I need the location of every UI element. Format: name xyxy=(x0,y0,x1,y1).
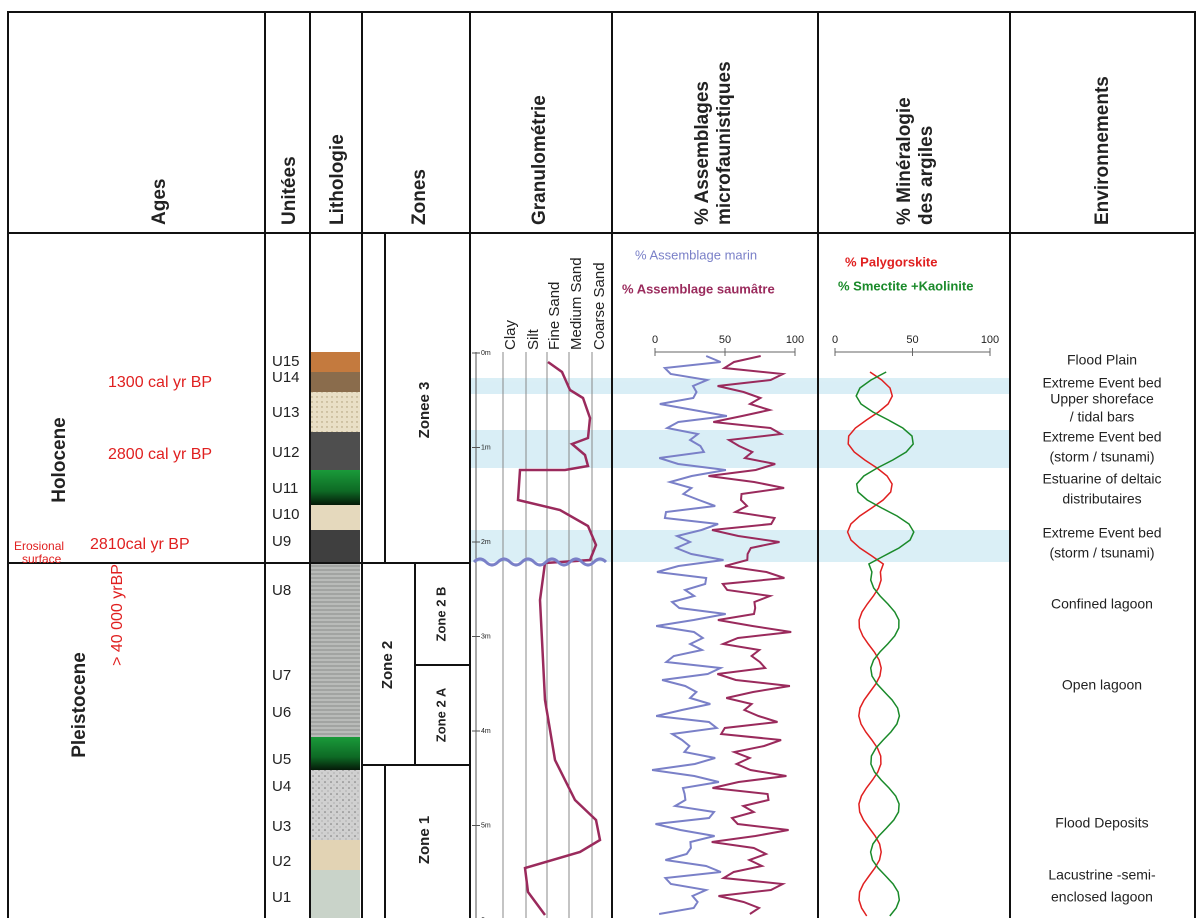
unit-label: U1 xyxy=(272,889,291,906)
zone-label: Zone 2 xyxy=(379,641,396,689)
environment-label: Estuarine of deltaic xyxy=(1042,471,1161,487)
depth-label: 6m xyxy=(481,917,491,918)
environment-label: (storm / tsunami) xyxy=(1049,449,1154,465)
epoch: Holocene xyxy=(49,417,70,503)
zone-label: Zonee 3 xyxy=(416,382,433,439)
depth-label: 0m xyxy=(481,350,491,357)
legend-label: % Assemblage marin xyxy=(635,247,757,262)
lithology xyxy=(310,352,360,918)
class-label: Coarse Sand xyxy=(591,262,608,350)
erosional-label: Erosional xyxy=(14,539,64,553)
axis-tick-label: 50 xyxy=(906,334,918,346)
environment-label: distributaires xyxy=(1062,491,1141,507)
axis-tick-label: 0 xyxy=(832,334,838,346)
epoch: Pleistocene xyxy=(69,652,90,758)
legend-label: % Smectite +Kaolinite xyxy=(838,278,973,293)
depth-label: 5m xyxy=(481,822,491,829)
age-date: 1300 cal yr BP xyxy=(108,374,212,391)
unit-label: U14 xyxy=(272,369,300,386)
class-label: Silt xyxy=(525,328,542,350)
environment-label: Lacustrine -semi- xyxy=(1048,867,1156,883)
unit-label: U12 xyxy=(272,444,300,461)
grain-curve xyxy=(516,360,602,916)
erosional-label: surface xyxy=(22,552,62,566)
depth-label: 3m xyxy=(481,633,491,640)
environment-label: Upper shoreface xyxy=(1050,391,1154,407)
depth-label: 2m xyxy=(481,539,491,546)
environment-label: Confined lagoon xyxy=(1051,596,1153,612)
class-label: Clay xyxy=(502,319,519,350)
header: microfaunistiques xyxy=(714,61,735,225)
unit-label: U7 xyxy=(272,667,291,684)
header: Zones xyxy=(409,169,430,225)
zone-label: Zone 2 A xyxy=(433,687,448,742)
unit-label: U9 xyxy=(272,533,291,550)
axis-tick-label: 50 xyxy=(719,334,731,346)
brackish-curve xyxy=(708,355,792,915)
header: Unitées xyxy=(279,156,300,225)
unit-label: U10 xyxy=(272,506,300,523)
frame xyxy=(7,11,1196,918)
environment-label: Flood Deposits xyxy=(1055,815,1148,831)
event-bands xyxy=(470,378,1010,562)
header: % Assemblages xyxy=(692,81,713,225)
marine-curve xyxy=(651,355,728,915)
headers: Ages Unitées Lithologie Zones Granulomét… xyxy=(149,61,1113,225)
class-label: Medium Sand xyxy=(568,257,585,350)
depth-label: 4m xyxy=(481,728,491,735)
header: Ages xyxy=(149,179,170,225)
zone-label: Zone 2 B xyxy=(433,587,448,642)
legend-label: % Palygorskite xyxy=(845,254,938,269)
depth-label: 1m xyxy=(481,444,491,451)
axis-tick-label: 100 xyxy=(981,334,999,346)
unit-label: U13 xyxy=(272,404,300,421)
header: Environnements xyxy=(1092,76,1113,225)
environment-label: enclosed lagoon xyxy=(1051,889,1153,905)
header: % Minéralogie xyxy=(894,97,915,225)
zone-label: Zone 1 xyxy=(416,816,433,864)
header: Granulométrie xyxy=(529,95,550,225)
unit-label: U5 xyxy=(272,751,291,768)
environment-label: Flood Plain xyxy=(1067,352,1137,368)
unit-label: U6 xyxy=(272,704,291,721)
axis-tick-label: 0 xyxy=(652,334,658,346)
unit-label: U4 xyxy=(272,778,291,795)
erosion-line xyxy=(472,557,608,567)
unit-label: U2 xyxy=(272,853,291,870)
environment-label: Extreme Event bed xyxy=(1042,429,1161,445)
header: Lithologie xyxy=(327,134,348,225)
environment-label: / tidal bars xyxy=(1070,409,1135,425)
unit-label: U11 xyxy=(272,480,298,497)
class-label: Fine Sand xyxy=(546,282,563,350)
unit-label: U3 xyxy=(272,818,291,835)
environment-label: (storm / tsunami) xyxy=(1049,545,1154,561)
age-date: 2800 cal yr BP xyxy=(108,446,212,463)
unit-label: U8 xyxy=(272,582,291,599)
smectite-curve xyxy=(855,371,915,917)
palygorskite-curve xyxy=(846,371,894,917)
axis-tick-label: 100 xyxy=(786,334,804,346)
environment-label: Extreme Event bed xyxy=(1042,525,1161,541)
age-date: > 40 000 yrBP xyxy=(109,564,126,666)
header: des argiles xyxy=(916,126,937,225)
environment-label: Open lagoon xyxy=(1062,677,1142,693)
legend-label: % Assemblage saumâtre xyxy=(622,281,775,296)
age-date: 2810cal yr BP xyxy=(90,536,190,553)
unit-label: U15 xyxy=(272,353,300,370)
environment-label: Extreme Event bed xyxy=(1042,375,1161,391)
